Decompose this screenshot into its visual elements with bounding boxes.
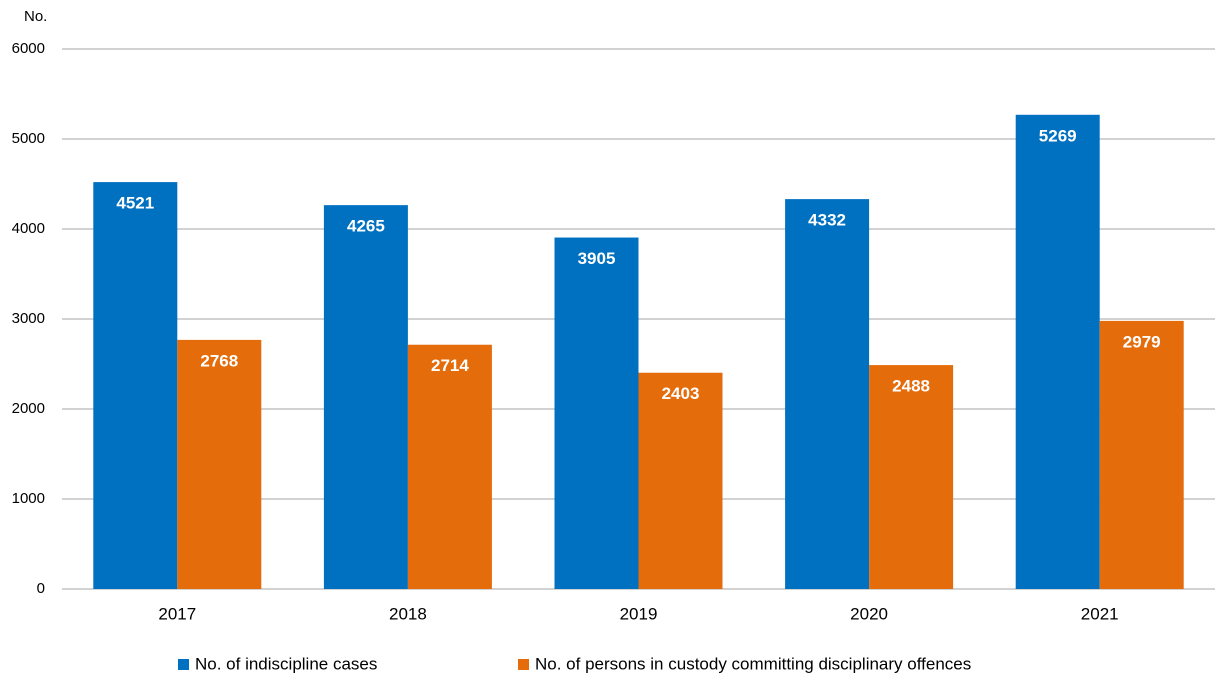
bar [93,182,178,590]
y-tick-label: 3000 [12,310,45,327]
y-tick-label: 5000 [12,130,45,147]
bar [323,205,408,589]
data-label: 4265 [347,217,385,236]
bar [1099,320,1184,589]
bar [407,344,492,589]
data-label: 2403 [662,384,700,403]
data-label: 2768 [200,351,238,370]
legend-label: No. of indiscipline cases [195,654,377,673]
data-label: 3905 [578,249,616,268]
legend-swatch [518,659,529,670]
data-label: 4332 [808,211,846,230]
y-tick-label: 6000 [12,40,45,57]
x-tick-label: 2020 [850,604,888,623]
data-label: 4521 [116,194,154,213]
y-tick-label: 4000 [12,220,45,237]
y-tick-label: 0 [37,580,45,597]
data-label: 2714 [431,356,469,375]
x-tick-label: 2018 [389,604,427,623]
bar [638,372,723,589]
bar [1015,114,1100,589]
data-label: 5269 [1039,126,1077,145]
y-tick-label: 1000 [12,490,45,507]
x-tick-label: 2019 [620,604,658,623]
data-label: 2979 [1123,332,1161,351]
bar [177,339,262,589]
bar [869,365,954,589]
x-tick-label: 2017 [158,604,196,623]
bar [785,199,870,589]
data-label: 2488 [892,377,930,396]
x-tick-label: 2021 [1081,604,1119,623]
bar [554,237,639,590]
y-axis-label: No. [24,8,47,25]
y-tick-label: 2000 [12,400,45,417]
legend-label: No. of persons in custody committing dis… [535,654,971,673]
legend-swatch [178,659,189,670]
